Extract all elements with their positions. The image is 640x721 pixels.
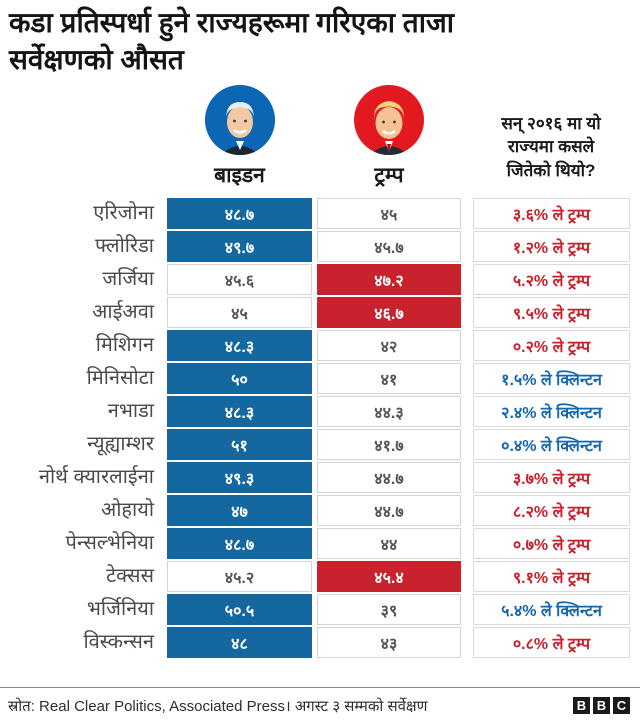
margin-2016-cell: १.५% ले क्लिन्टन bbox=[473, 363, 630, 394]
margin-2016-cell: ०.७% ले ट्रम्प bbox=[473, 528, 630, 559]
state-label: विस्कन्सन bbox=[83, 631, 155, 653]
biden-column-header: बाइडन bbox=[167, 84, 312, 189]
source-text: स्रोत: Real Clear Politics, Associated P… bbox=[8, 697, 428, 715]
state-label: पेन्सल्भेनिया bbox=[65, 532, 154, 554]
bbc-logo-letter: B bbox=[573, 697, 590, 714]
state-label: न्यूह्याम्शर bbox=[87, 433, 154, 455]
biden-poll-cell: ५०.५ bbox=[167, 594, 312, 625]
biden-poll-cell: ५० bbox=[167, 363, 312, 394]
table-row: ओहायो ४७ ४४.७ ८.२% ले ट्रम्प bbox=[0, 495, 630, 526]
biden-poll-cell: ४८ bbox=[167, 627, 312, 658]
margin-2016-cell: ५.४% ले क्लिन्टन bbox=[473, 594, 630, 625]
table-row: मिशिगन ४८.३ ४२ ०.२% ले ट्रम्प bbox=[0, 330, 630, 361]
state-label: नोर्थ क्यारलाईना bbox=[38, 466, 154, 488]
biden-poll-cell: ४५.६ bbox=[167, 264, 312, 295]
biden-poll-cell: ४८.७ bbox=[167, 528, 312, 559]
table-row: विस्कन्सन ४८ ४३ ०.८% ले ट्रम्प bbox=[0, 627, 630, 658]
trump-poll-cell: ४६.७ bbox=[317, 297, 461, 328]
trump-column-header: ट्रम्प bbox=[317, 84, 461, 189]
biden-poll-cell: ४५.२ bbox=[167, 561, 312, 592]
table-row: फ्लोरिडा ४९.७ ४५.७ १.२% ले ट्रम्प bbox=[0, 231, 630, 262]
trump-poll-cell: ४३ bbox=[317, 627, 461, 658]
page-title-line2: सर्वेक्षणको औसत bbox=[9, 43, 184, 75]
header-spacer bbox=[0, 84, 167, 189]
margin-2016-cell: ०.८% ले ट्रम्प bbox=[473, 627, 630, 658]
margin-2016-cell: ८.२% ले ट्रम्प bbox=[473, 495, 630, 526]
question-line: राज्यमा कसले bbox=[507, 137, 595, 157]
biden-portrait-icon bbox=[204, 85, 275, 155]
state-label: भर्जिनिया bbox=[86, 598, 154, 620]
biden-poll-cell: ४८.३ bbox=[167, 330, 312, 361]
margin-2016-cell: १.२% ले ट्रम्प bbox=[473, 231, 630, 262]
trump-poll-cell: ४१ bbox=[317, 363, 461, 394]
trump-poll-cell: ४२ bbox=[317, 330, 461, 361]
trump-poll-cell: ४५ bbox=[317, 198, 461, 229]
trump-poll-cell: ३९ bbox=[317, 594, 461, 625]
table-row: मिनिसोटा ५० ४१ १.५% ले क्लिन्टन bbox=[0, 363, 630, 394]
state-label: टेक्सस bbox=[106, 565, 154, 587]
table-row: एरिजोना ४८.७ ४५ ३.६% ले ट्रम्प bbox=[0, 198, 630, 229]
margin-2016-cell: ९.५% ले ट्रम्प bbox=[473, 297, 630, 328]
footer: स्रोत: Real Clear Politics, Associated P… bbox=[0, 687, 640, 721]
bbc-logo: B B C bbox=[573, 697, 630, 714]
question-2016-header: सन् २०१६ मा यो राज्यमा कसले जितेको थियो? bbox=[473, 84, 629, 189]
margin-2016-cell: ३.६% ले ट्रम्प bbox=[473, 198, 630, 229]
trump-poll-cell: ४४.७ bbox=[317, 462, 461, 493]
table-row: पेन्सल्भेनिया ४८.७ ४४ ०.७% ले ट्रम्प bbox=[0, 528, 630, 559]
table-row: टेक्सस ४५.२ ४५.४ ९.१% ले ट्रम्प bbox=[0, 561, 630, 592]
trump-poll-cell: ४४ bbox=[317, 528, 461, 559]
margin-2016-cell: ५.२% ले ट्रम्प bbox=[473, 264, 630, 295]
bbc-logo-letter: B bbox=[593, 697, 610, 714]
trump-poll-cell: ४५.७ bbox=[317, 231, 461, 262]
state-label: फ्लोरिडा bbox=[95, 235, 154, 257]
table-row: जर्जिया ४५.६ ४७.२ ५.२% ले ट्रम्प bbox=[0, 264, 630, 295]
margin-2016-cell: ०.२% ले ट्रम्प bbox=[473, 330, 630, 361]
biden-poll-cell: ४९.७ bbox=[167, 231, 312, 262]
table-header: बाइडन ट्रम्प सन् २०१६ मा यो bbox=[0, 84, 630, 189]
trump-poll-cell: ४४.७ bbox=[317, 495, 461, 526]
table-row: आईअवा ४५ ४६.७ ९.५% ले ट्रम्प bbox=[0, 297, 630, 328]
table-row: भर्जिनिया ५०.५ ३९ ५.४% ले क्लिन्टन bbox=[0, 594, 630, 625]
biden-poll-cell: ४९.३ bbox=[167, 462, 312, 493]
margin-2016-cell: २.४% ले क्लिन्टन bbox=[473, 396, 630, 427]
biden-poll-cell: ५१ bbox=[167, 429, 312, 460]
biden-poll-cell: ४८.३ bbox=[167, 396, 312, 427]
page-title-line1: कडा प्रतिस्पर्धा हुने राज्यहरूमा गरिएका … bbox=[9, 7, 454, 38]
trump-label: ट्रम्प bbox=[374, 164, 404, 187]
question-line: जितेको थियो? bbox=[506, 161, 596, 181]
margin-2016-cell: ९.१% ले ट्रम्प bbox=[473, 561, 630, 592]
biden-poll-cell: ४८.७ bbox=[167, 198, 312, 229]
state-label: नभाडा bbox=[107, 400, 154, 422]
biden-label: बाइडन bbox=[214, 164, 265, 187]
bbc-logo-letter: C bbox=[613, 697, 630, 714]
trump-poll-cell: ४१.७ bbox=[317, 429, 461, 460]
trump-poll-cell: ४५.४ bbox=[317, 561, 461, 592]
table-row: न्यूह्याम्शर ५१ ४१.७ ०.४% ले क्लिन्टन bbox=[0, 429, 630, 460]
question-line: सन् २०१६ मा यो bbox=[501, 113, 601, 133]
margin-2016-cell: ०.४% ले क्लिन्टन bbox=[473, 429, 630, 460]
state-label: मिशिगन bbox=[95, 334, 154, 356]
trump-poll-cell: ४४.३ bbox=[317, 396, 461, 427]
table-row: नोर्थ क्यारलाईना ४९.३ ४४.७ ३.७% ले ट्रम्प bbox=[0, 462, 630, 493]
trump-poll-cell: ४७.२ bbox=[317, 264, 461, 295]
state-label: मिनिसोटा bbox=[86, 367, 154, 389]
biden-poll-cell: ४५ bbox=[167, 297, 312, 328]
state-label: ओहायो bbox=[100, 499, 154, 521]
state-label: आईअवा bbox=[92, 301, 154, 323]
page-title: कडा प्रतिस्पर्धा हुने राज्यहरूमा गरिएका … bbox=[9, 5, 629, 79]
table-row: नभाडा ४८.३ ४४.३ २.४% ले क्लिन्टन bbox=[0, 396, 630, 427]
poll-table: एरिजोना ४८.७ ४५ ३.६% ले ट्रम्प फ्लोरिडा ४९.७ ४… bbox=[0, 198, 630, 660]
state-label: एरिजोना bbox=[93, 202, 154, 224]
biden-poll-cell: ४७ bbox=[167, 495, 312, 526]
trump-portrait-icon bbox=[354, 85, 424, 155]
state-label: जर्जिया bbox=[102, 268, 154, 290]
margin-2016-cell: ३.७% ले ट्रम्प bbox=[473, 462, 630, 493]
